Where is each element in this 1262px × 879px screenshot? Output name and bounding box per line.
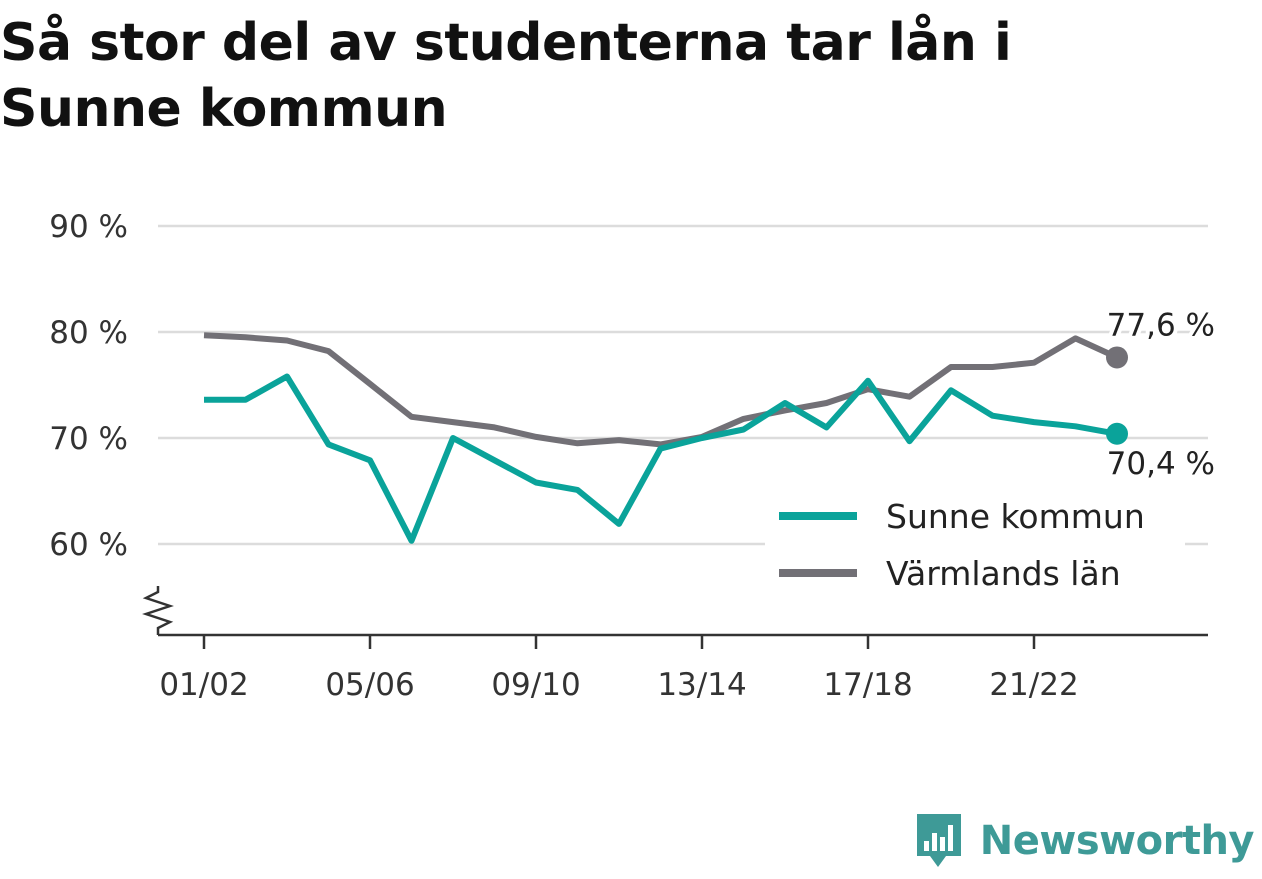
bar-chart-bubble-icon	[916, 814, 961, 867]
x-tick-label: 13/14	[657, 667, 746, 703]
x-tick-label: 01/02	[159, 667, 248, 703]
end-value-label: 77,6 %	[1107, 307, 1215, 343]
x-tick-label: 09/10	[491, 667, 580, 703]
legend: Sunne kommun Värmlands län	[765, 484, 1185, 604]
series-line-sunne-kommun	[204, 373, 1118, 544]
x-tick-label: 05/06	[325, 667, 414, 703]
end-labels: 70,4 % 77,6 %	[1103, 303, 1219, 485]
x-tick-label: 17/18	[823, 667, 912, 703]
x-tick-label: 21/22	[989, 667, 1078, 703]
y-tick-label: 60 %	[49, 527, 128, 563]
end-point-marker	[1106, 422, 1128, 445]
legend-label: Värmlands län	[886, 554, 1121, 593]
chart-title: Så stor del av studenterna tar lån i Sun…	[0, 13, 1012, 139]
axis-break-icon	[142, 586, 174, 635]
y-tick-label: 80 %	[49, 315, 128, 351]
y-tick-label: 90 %	[49, 209, 128, 245]
legend-label: Sunne kommun	[886, 497, 1145, 536]
brand-logo: Newsworthy	[914, 811, 1255, 871]
axes: 60 % 70 % 80 % 90 % 01/02 05/06 09/10 13/14 17/1…	[49, 209, 1208, 703]
series-lines	[203, 332, 1119, 544]
legend-background	[765, 484, 1185, 604]
end-point-marker	[1106, 346, 1128, 369]
series-line-varmlands-lan	[203, 332, 1119, 448]
end-value-label: 70,4 %	[1107, 446, 1215, 482]
brand-name: Newsworthy	[979, 818, 1255, 864]
y-tick-label: 70 %	[49, 421, 128, 457]
